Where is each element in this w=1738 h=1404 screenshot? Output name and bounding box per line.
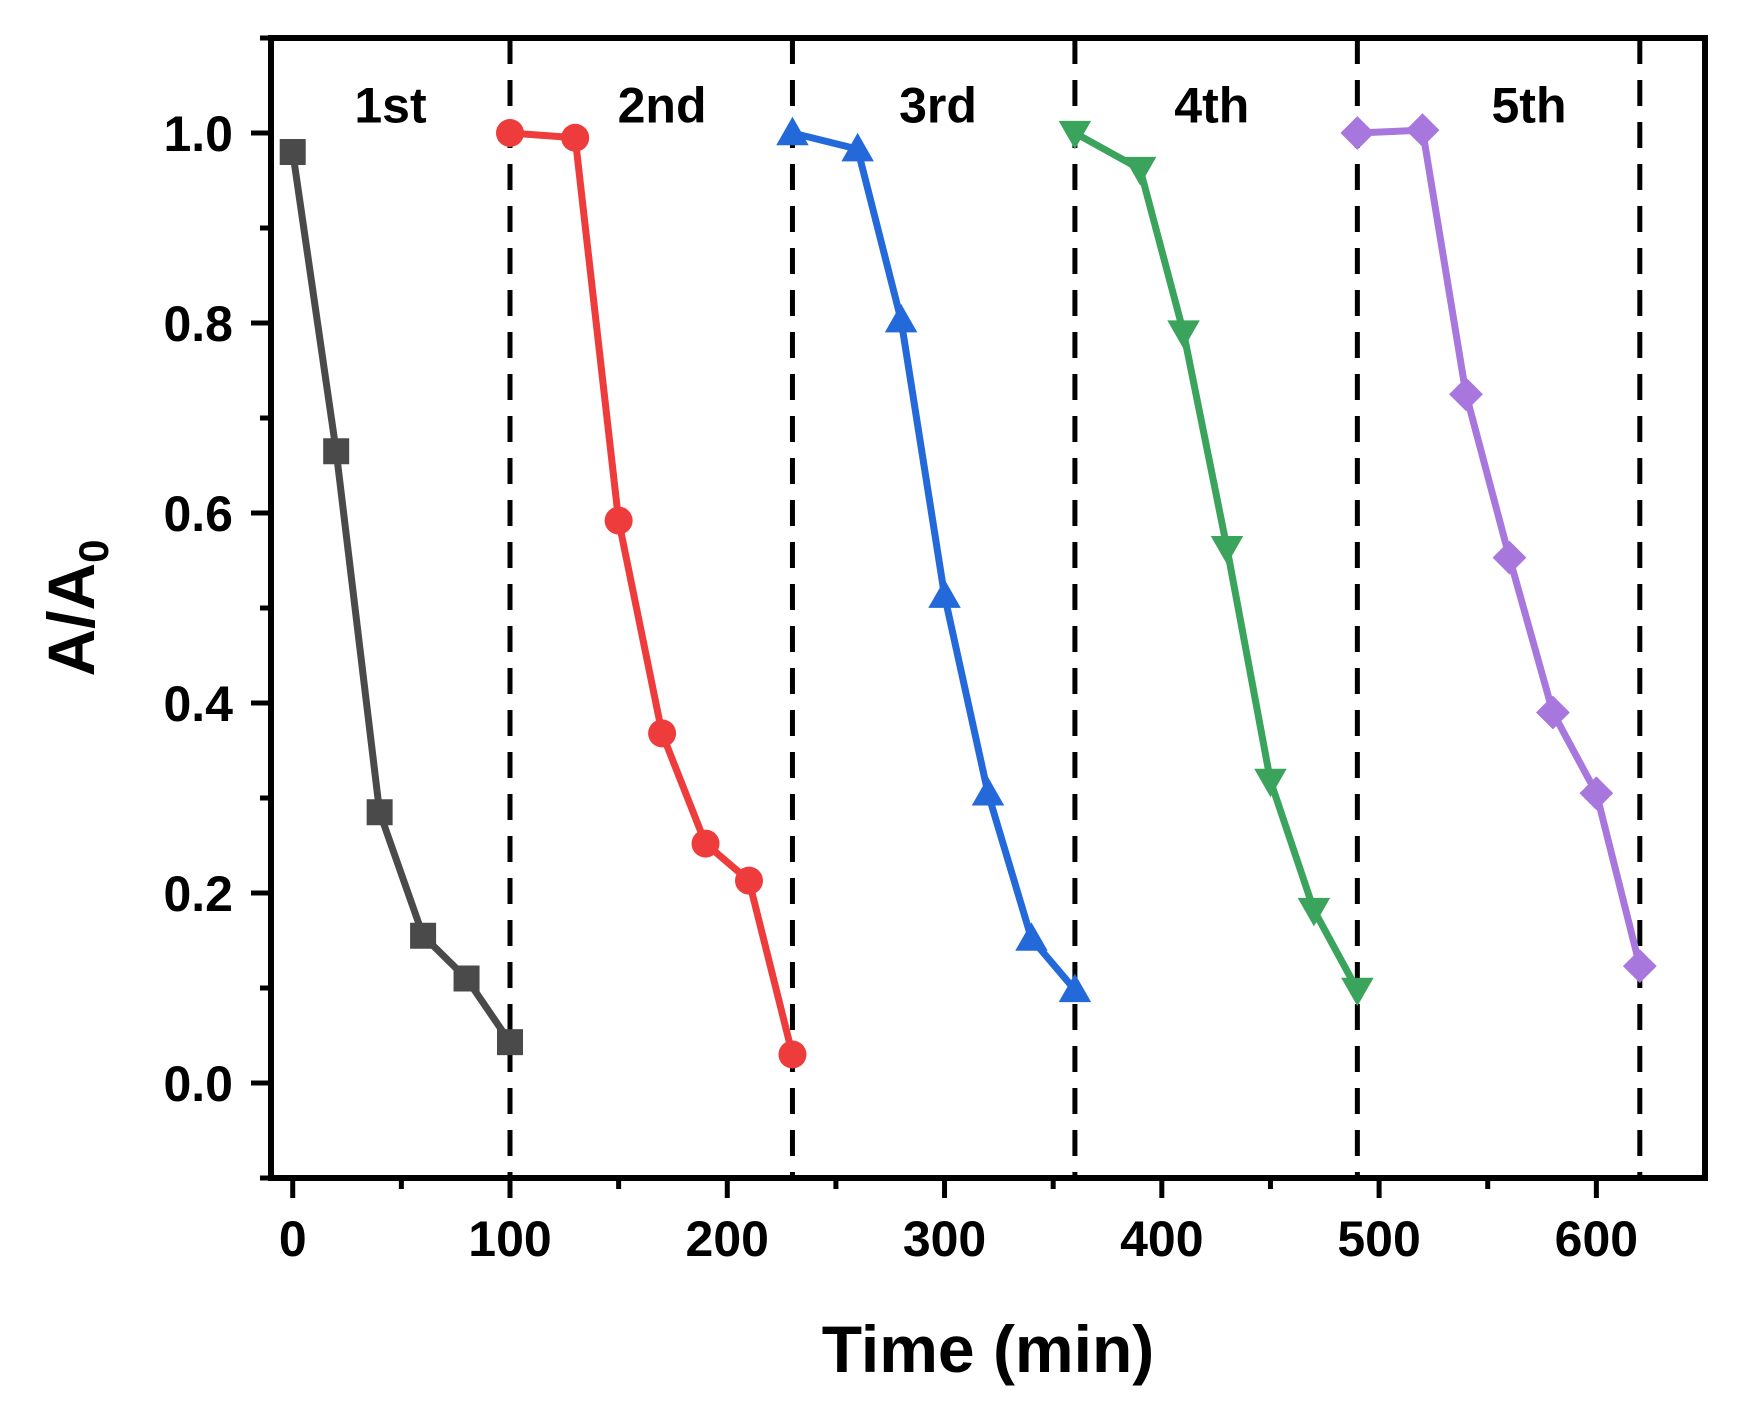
data-point-triangle-down — [1341, 977, 1374, 1007]
y-tick-label: 0.6 — [163, 486, 233, 542]
cycle-label: 4th — [1174, 78, 1249, 134]
data-point-triangle-down — [1297, 897, 1331, 927]
y-tick-label: 1.0 — [163, 106, 233, 162]
y-axis-title-main: A/A — [34, 563, 108, 677]
data-point-square — [453, 965, 480, 992]
series-line — [509, 129, 796, 1056]
x-tick-label: 600 — [1555, 1211, 1638, 1267]
cycle-label: 1st — [354, 78, 427, 134]
data-point-triangle-up — [1015, 922, 1048, 951]
data-point-triangle-up — [841, 132, 874, 162]
data-point-triangle-down — [1167, 320, 1200, 349]
series-line — [791, 129, 1078, 993]
data-point-diamond — [1622, 949, 1657, 984]
y-axis-title: A/A0 — [34, 539, 117, 676]
series-2nd — [496, 119, 807, 1069]
data-point-triangle-up — [776, 116, 809, 146]
data-point-triangle-up — [928, 579, 961, 608]
y-tick-label: 0.8 — [163, 296, 233, 352]
cycle-label: 3rd — [899, 78, 977, 134]
x-tick-label: 100 — [468, 1211, 551, 1267]
data-point-diamond — [1536, 695, 1570, 730]
data-point-triangle-down — [1254, 768, 1287, 798]
data-point-triangle-down — [1210, 535, 1244, 565]
x-tick-label: 0 — [279, 1211, 307, 1267]
data-point-triangle-up — [971, 777, 1005, 806]
y-axis-title-subscript: 0 — [70, 539, 117, 562]
x-axis-title: Time (min) — [822, 1312, 1154, 1386]
x-tick-label: 400 — [1120, 1211, 1203, 1267]
cycle-label: 2nd — [618, 78, 707, 134]
series-1st — [279, 139, 523, 1056]
data-point-square — [497, 1029, 523, 1056]
data-point-circle — [691, 829, 720, 858]
axis-ticks — [251, 35, 1599, 1198]
data-point-square — [410, 922, 437, 949]
series-3rd — [776, 116, 1092, 1003]
series-4th — [1058, 120, 1374, 1007]
data-point-diamond — [1340, 116, 1375, 150]
data-point-triangle-down — [1058, 120, 1092, 150]
series-line — [289, 151, 513, 1045]
series-line — [1073, 129, 1361, 992]
data-point-circle — [648, 719, 677, 748]
x-tick-label: 200 — [686, 1211, 769, 1267]
data-point-circle — [735, 866, 763, 895]
data-point-circle — [496, 119, 524, 147]
data-point-diamond — [1579, 776, 1614, 811]
data-point-circle — [604, 506, 633, 535]
y-tick-label: 0.0 — [163, 1056, 233, 1112]
data-point-circle — [778, 1040, 807, 1069]
data-point-square — [366, 799, 393, 826]
x-tick-label: 500 — [1337, 1211, 1420, 1267]
labels-layer: 0 100 200 300 400 500 600 0.0 0.2 0.4 0.6 0.8 1.0 1st… — [163, 78, 1638, 1268]
cycle-divider-lines — [507, 38, 1643, 1178]
data-point-triangle-up — [1058, 973, 1092, 1003]
data-point-diamond — [1449, 377, 1483, 412]
data-point-triangle-down — [1123, 156, 1157, 186]
series-line — [1357, 126, 1644, 968]
data-point-diamond — [1405, 113, 1440, 148]
y-tick-label: 0.4 — [163, 676, 233, 732]
y-tick-label: 0.2 — [163, 866, 233, 922]
data-point-square — [279, 139, 306, 165]
data-point-circle — [561, 123, 590, 152]
series-layer — [279, 113, 1657, 1069]
cycle-label: 5th — [1492, 78, 1567, 134]
data-point-diamond — [1492, 540, 1527, 575]
data-point-square — [323, 438, 350, 465]
series-5th — [1340, 113, 1657, 984]
x-tick-label: 300 — [903, 1211, 986, 1267]
data-point-triangle-up — [884, 303, 918, 333]
